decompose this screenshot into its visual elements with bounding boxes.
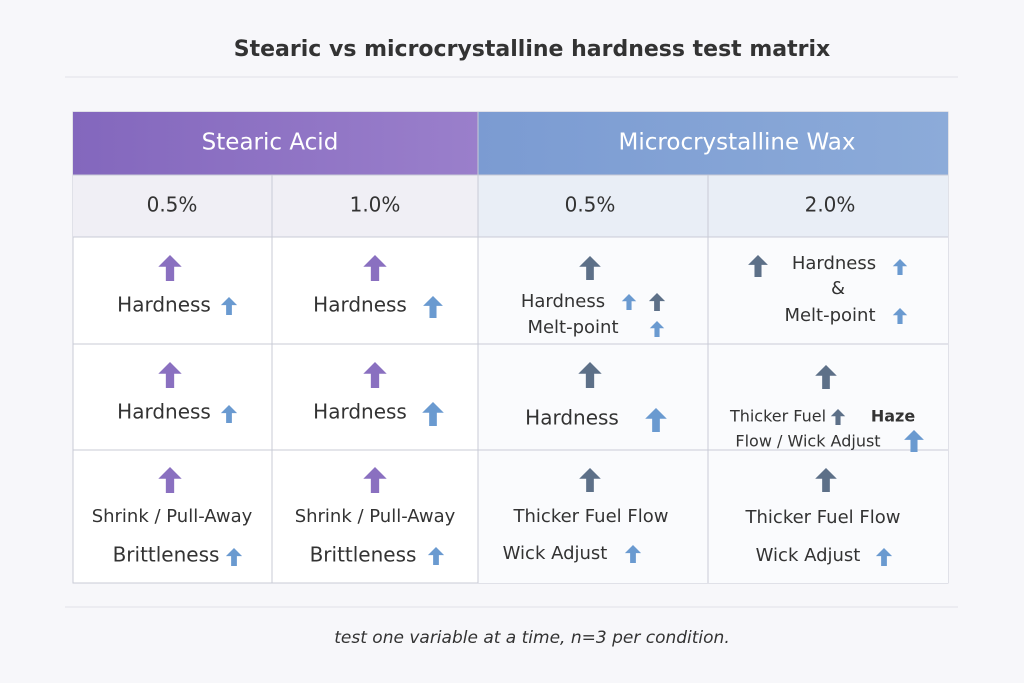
cell-text: Melt-point <box>784 305 875 326</box>
arrow-icon <box>892 308 908 324</box>
arrow-icon <box>363 362 387 388</box>
arrow-icon <box>875 548 893 566</box>
cell-bg <box>478 237 948 583</box>
subheader <box>73 175 478 237</box>
cell-text: Thicker Fuel <box>729 407 826 426</box>
title: Stearic vs microcrystalline hardness tes… <box>234 37 830 62</box>
cell-text: Wick Adjust <box>756 545 861 566</box>
cell-text: Thicker Fuel Flow <box>513 506 669 527</box>
arrow-icon <box>363 255 387 281</box>
cell-text: Brittleness <box>310 543 417 567</box>
grid <box>73 112 948 583</box>
arrow-icon <box>579 468 601 492</box>
cell-text: Shrink / Pull-Away <box>295 506 456 527</box>
arrow-icon <box>422 402 444 426</box>
cell-text: Hardness <box>521 291 605 312</box>
cell-text: & <box>831 278 845 299</box>
cell-text: Shrink / Pull-Away <box>92 506 253 527</box>
cell-text: Hardness <box>313 400 407 424</box>
arrow-icon <box>645 408 667 432</box>
column-label: 0.5% <box>565 193 616 217</box>
cell-text: Melt-point <box>527 317 618 338</box>
cell-text: Thicker Fuel Flow <box>745 507 901 528</box>
arrow-icon <box>830 409 846 425</box>
cell-text: Hardness <box>117 400 211 424</box>
cell-text: Brittleness <box>113 543 220 567</box>
arrow-icon <box>624 545 642 563</box>
arrow-icon <box>648 293 666 311</box>
arrow-icon <box>649 321 665 337</box>
cell-text: Hardness <box>792 253 876 274</box>
cell-text: Flow / Wick Adjust <box>735 432 880 451</box>
arrow-icon <box>892 259 908 275</box>
cell-text: Hardness <box>313 293 407 317</box>
arrow-icon <box>427 547 445 565</box>
column-label: 2.0% <box>805 193 856 217</box>
arrow-icon <box>363 467 387 493</box>
arrow-icon <box>621 294 637 310</box>
footnote: test one variable at a time, n=3 per con… <box>334 628 729 648</box>
cell-text: Hardness <box>117 293 211 317</box>
arrow-icon <box>815 468 837 492</box>
column-label: 0.5% <box>147 193 198 217</box>
arrow-icon <box>423 296 443 318</box>
cell-text: Hardness <box>525 406 619 430</box>
arrow-icon <box>225 548 243 566</box>
arrow-icon <box>815 365 837 389</box>
arrow-icon <box>220 297 238 315</box>
column-label: 1.0% <box>350 193 401 217</box>
group-header <box>73 112 478 175</box>
group-label: Microcrystalline Wax <box>619 130 856 156</box>
arrow-icon <box>579 256 601 280</box>
arrow-icon <box>904 430 924 452</box>
subheader <box>478 175 948 237</box>
cell-text: Wick Adjust <box>503 543 608 564</box>
arrow-icon <box>158 362 182 388</box>
group-label: Stearic Acid <box>202 130 339 156</box>
arrows <box>158 255 924 566</box>
group-header <box>478 112 948 175</box>
arrow-icon <box>748 255 768 277</box>
arrow-icon <box>578 362 602 388</box>
cell-text: Haze <box>871 407 916 426</box>
arrow-icon <box>158 255 182 281</box>
arrow-icon <box>158 467 182 493</box>
arrow-icon <box>220 405 238 423</box>
